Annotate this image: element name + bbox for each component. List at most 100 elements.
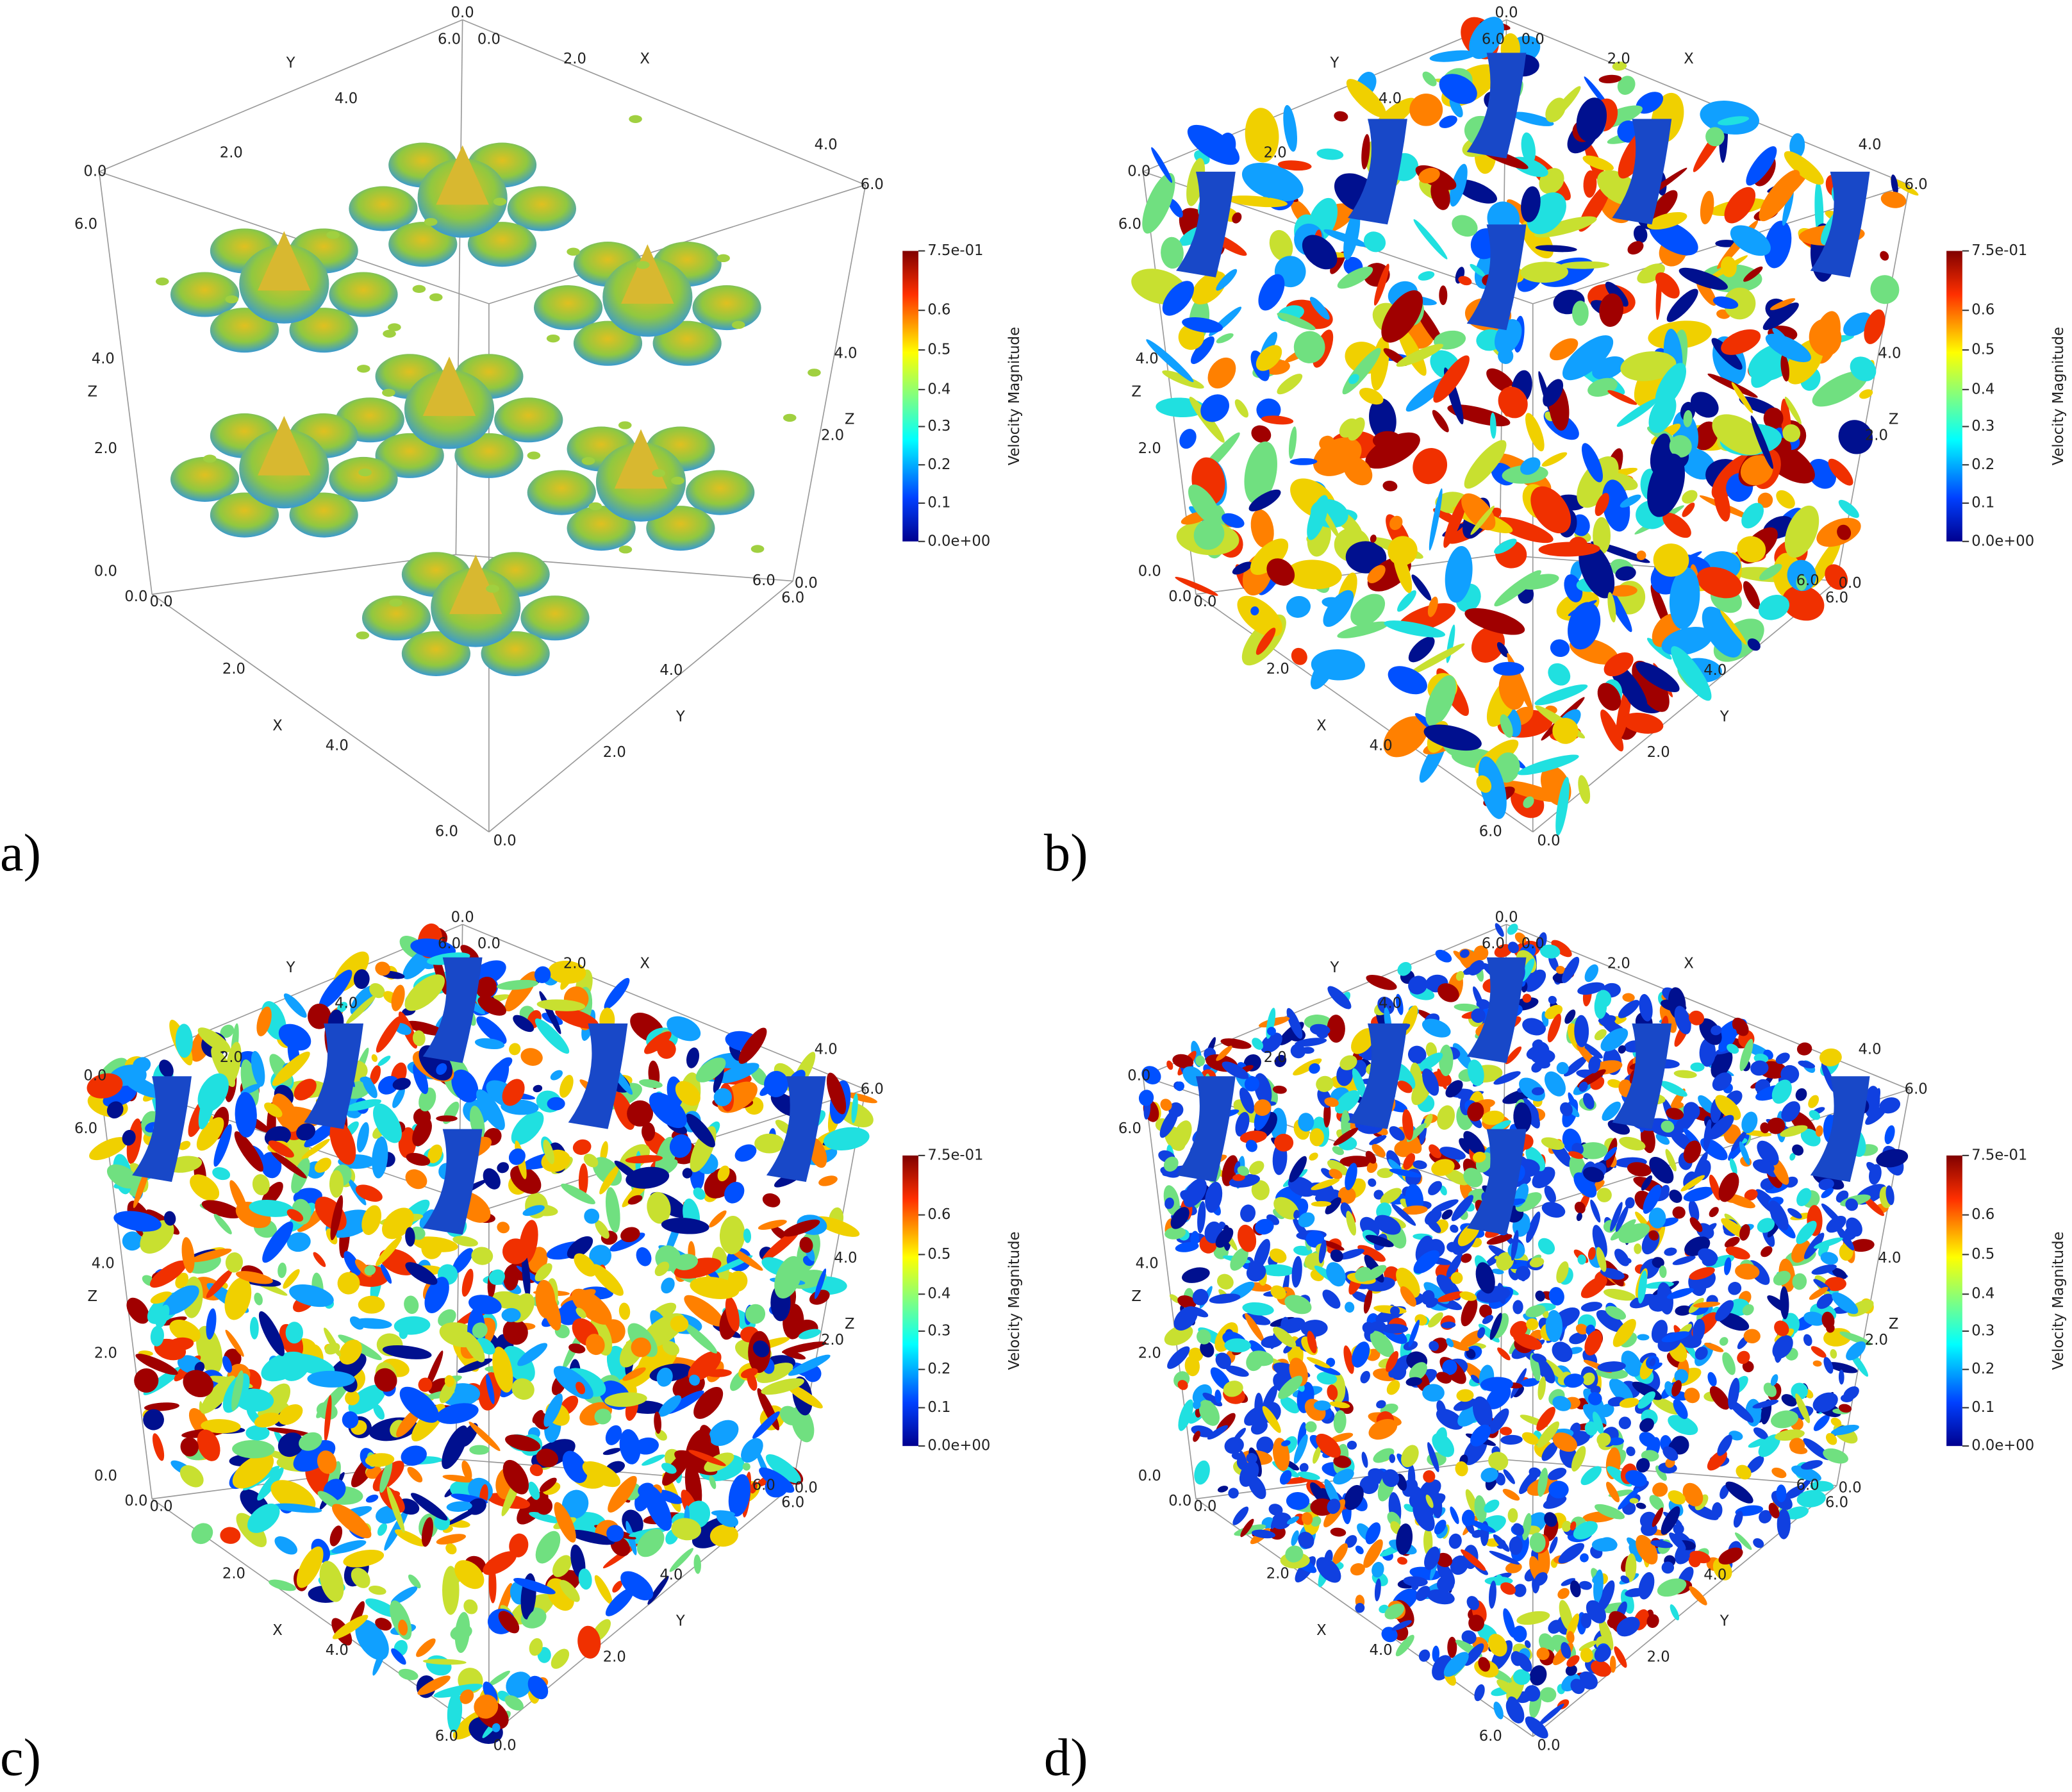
isosurface: [350, 985, 377, 1016]
isosurface: [1525, 1305, 1546, 1318]
isosurface: [1302, 235, 1338, 270]
isosurface: [1513, 1300, 1523, 1315]
isosurface: [502, 1079, 525, 1106]
isosurface: [647, 1575, 669, 1605]
isosurface: [1168, 198, 1183, 218]
box-edge: [455, 19, 463, 555]
isosurface: [1580, 1648, 1593, 1663]
isosurface: [1270, 1514, 1279, 1529]
isosurface: [577, 1625, 601, 1659]
isosurface: [317, 1450, 337, 1474]
isosurface: [1497, 1347, 1511, 1361]
isosurface: [1835, 1224, 1855, 1251]
isosurface: [1580, 1466, 1602, 1486]
isosurface: [344, 1251, 361, 1276]
isosurface: [251, 1050, 265, 1087]
isosurface: [1655, 1133, 1670, 1145]
isosurface: [1830, 1424, 1859, 1436]
isosurface: [1513, 1386, 1524, 1398]
axis-label: 2.0: [1607, 956, 1630, 972]
isosurface: [1431, 1159, 1455, 1176]
isosurface: [1311, 1516, 1322, 1527]
isosurface: [1322, 1290, 1341, 1309]
colorbar-tick-label: 0.4: [927, 1286, 950, 1302]
isosurface: [1441, 1322, 1456, 1329]
isosurface: [1649, 1358, 1656, 1367]
isosurface: [605, 1425, 622, 1445]
isosurface: [559, 1580, 580, 1602]
isosurface: [1482, 1315, 1493, 1324]
isosurface: [509, 1043, 521, 1056]
isosurface: [388, 323, 401, 331]
isosurface: [1600, 1027, 1629, 1052]
isosurface: [1752, 1399, 1779, 1409]
colorbar-tick-label: 0.5: [927, 342, 950, 358]
isosurface: [740, 1368, 758, 1379]
isosurface: [1675, 1548, 1687, 1563]
isosurface: [711, 1510, 736, 1517]
isosurface: [1421, 1018, 1451, 1038]
isosurface: [488, 1670, 510, 1686]
axis-label: 4.0: [1703, 662, 1727, 679]
isosurface: [1291, 1530, 1299, 1547]
isosurface: [673, 1254, 699, 1270]
axis-label: 6.0: [1905, 176, 1928, 193]
isosurface: [1245, 1140, 1257, 1152]
isosurface: [652, 469, 666, 477]
isosurface: [1471, 1008, 1486, 1023]
isosurface: [1552, 1432, 1578, 1452]
isosurface: [1674, 1109, 1697, 1134]
isosurface: [1494, 944, 1513, 958]
isosurface: [1543, 1359, 1566, 1381]
isosurface: [1441, 1209, 1453, 1220]
isosurface: [1610, 1219, 1636, 1241]
isosurface: [1161, 236, 1184, 269]
axis-label: 2.0: [1266, 661, 1289, 677]
isosurface: [1625, 1553, 1637, 1582]
isosurface: [568, 1343, 586, 1354]
isosurface: [1690, 1062, 1705, 1072]
isosurface: [468, 1422, 501, 1452]
isosurface: [1812, 1392, 1838, 1413]
isosurface: [271, 1151, 307, 1179]
isosurface: [1394, 1140, 1414, 1157]
isosurface: [1769, 1200, 1789, 1231]
isosurface: [1256, 627, 1276, 655]
isosurface: [511, 1378, 535, 1400]
isosurface: [1332, 1543, 1348, 1564]
isosurface: [724, 1182, 745, 1204]
isosurface: [654, 1411, 661, 1434]
isosurface: [1351, 1028, 1375, 1054]
isosurface: [731, 320, 745, 329]
isosurface: [1365, 1522, 1381, 1545]
isosurface: [1680, 1175, 1705, 1191]
isosurface: [1668, 1490, 1686, 1505]
isosurface: [1251, 425, 1272, 443]
isosurface: [314, 1157, 331, 1173]
isosurface: [1709, 1174, 1721, 1200]
isosurface: [1674, 1006, 1691, 1034]
isosurface: [1374, 1578, 1381, 1602]
isosurface: [1719, 1337, 1728, 1346]
isosurface: [183, 1370, 214, 1398]
box-edge: [152, 554, 456, 595]
isosurface: [1195, 1055, 1206, 1066]
isosurface: [1270, 1285, 1286, 1300]
axis-label: 4.0: [659, 1567, 683, 1584]
isosurface: [1337, 266, 1373, 289]
isosurface: [1622, 993, 1635, 1002]
isosurface: [584, 1208, 600, 1224]
isosurface: [126, 1297, 149, 1324]
box-edge: [99, 924, 463, 1077]
isosurface: [252, 1174, 270, 1195]
isosurface: [762, 1193, 781, 1207]
axis-label: 4.0: [834, 345, 858, 362]
isosurface: [1530, 486, 1571, 534]
isosurface: [1488, 1452, 1509, 1471]
isosurface: [452, 1236, 478, 1247]
isosurface: [1652, 1507, 1664, 1527]
isosurface: [717, 1165, 730, 1182]
isosurface: [1630, 1293, 1656, 1309]
isosurface: [1489, 412, 1496, 439]
isosurface: [408, 1574, 421, 1589]
